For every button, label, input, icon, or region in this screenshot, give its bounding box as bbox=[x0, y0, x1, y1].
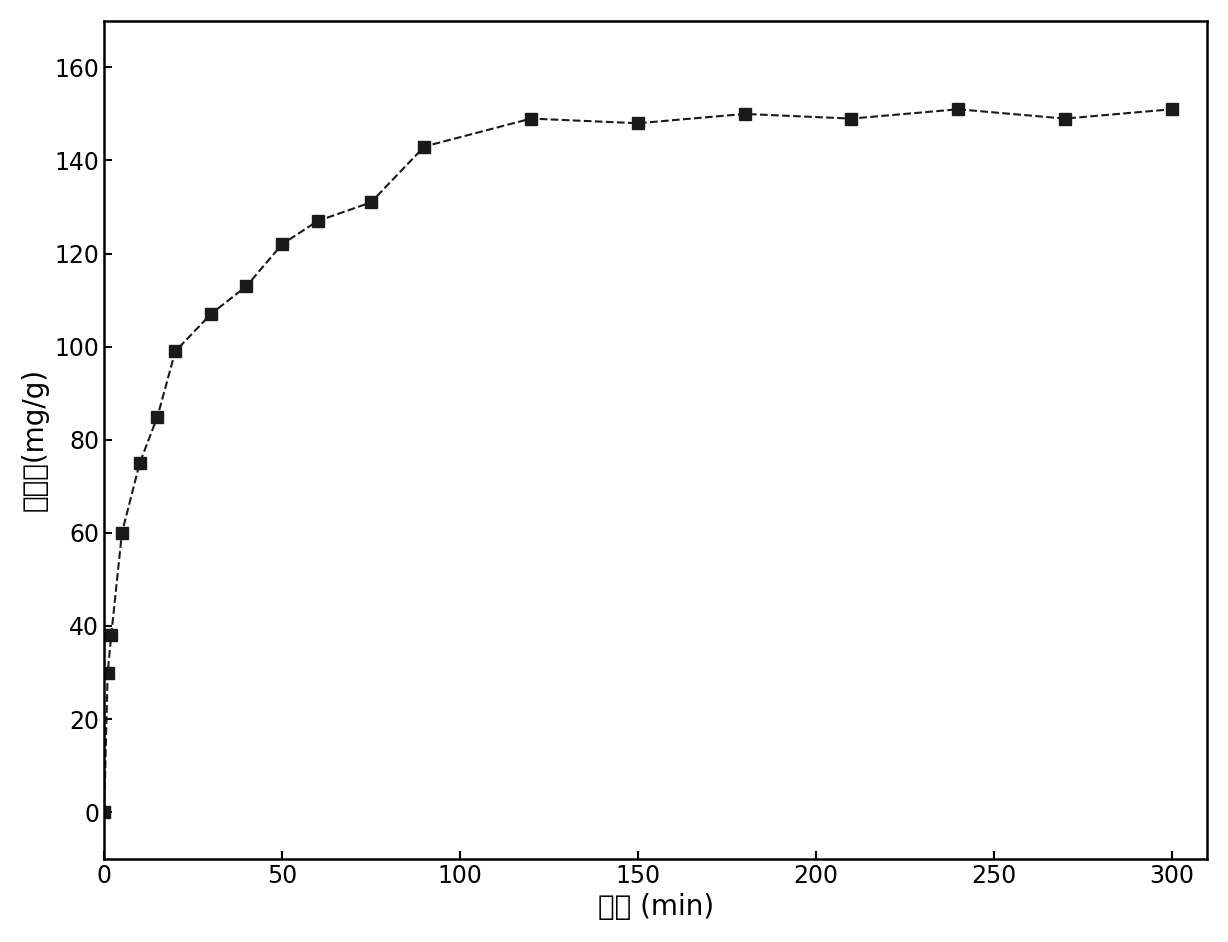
X-axis label: 时间 (min): 时间 (min) bbox=[598, 893, 713, 921]
Y-axis label: 吸附量(mg/g): 吸附量(mg/g) bbox=[21, 368, 49, 512]
